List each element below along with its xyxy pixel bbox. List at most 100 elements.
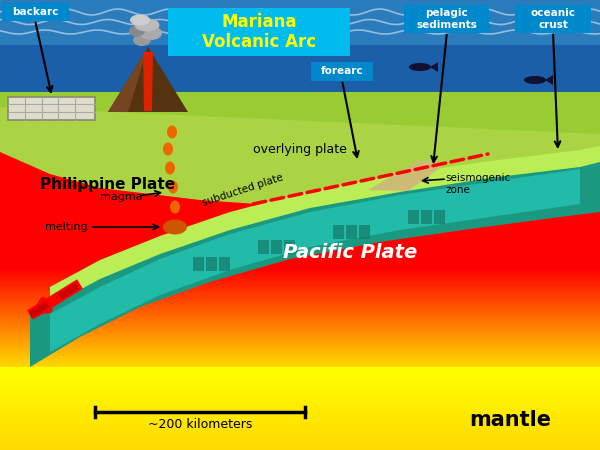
- Bar: [0, 275, 600, 276]
- Bar: [0, 156, 600, 157]
- Bar: [0, 328, 600, 329]
- Bar: [0, 422, 600, 423]
- Polygon shape: [50, 169, 580, 352]
- Text: mantle: mantle: [469, 410, 551, 430]
- Bar: [421, 210, 432, 224]
- Ellipse shape: [133, 34, 151, 46]
- Bar: [0, 247, 600, 248]
- Bar: [0, 340, 600, 341]
- Bar: [0, 230, 600, 231]
- Bar: [0, 261, 600, 262]
- Bar: [271, 240, 282, 254]
- Bar: [0, 138, 600, 139]
- Bar: [0, 222, 600, 223]
- Bar: [0, 159, 600, 160]
- Bar: [0, 201, 600, 202]
- Bar: [0, 372, 600, 373]
- Bar: [0, 169, 600, 170]
- Bar: [0, 309, 600, 310]
- Bar: [0, 225, 600, 226]
- Bar: [0, 285, 600, 286]
- Bar: [0, 378, 600, 379]
- Bar: [0, 388, 600, 389]
- Polygon shape: [0, 0, 600, 92]
- Bar: [0, 236, 600, 237]
- Bar: [0, 446, 600, 447]
- Bar: [0, 140, 600, 141]
- Text: Pacific Plate: Pacific Plate: [283, 243, 417, 261]
- Bar: [0, 183, 600, 184]
- Bar: [0, 336, 600, 337]
- Polygon shape: [368, 161, 448, 191]
- Bar: [0, 295, 600, 296]
- Bar: [0, 352, 600, 353]
- Bar: [0, 426, 600, 427]
- Bar: [0, 411, 600, 412]
- Ellipse shape: [140, 26, 162, 40]
- Ellipse shape: [134, 18, 160, 32]
- Bar: [0, 229, 600, 230]
- Bar: [0, 179, 600, 180]
- Bar: [0, 357, 600, 358]
- Bar: [0, 289, 600, 290]
- Bar: [0, 287, 600, 288]
- Bar: [0, 125, 600, 126]
- Bar: [0, 449, 600, 450]
- Bar: [0, 196, 600, 197]
- Bar: [0, 178, 600, 179]
- Bar: [0, 369, 600, 370]
- Bar: [0, 431, 600, 432]
- Bar: [0, 443, 600, 444]
- Bar: [0, 134, 600, 135]
- Polygon shape: [0, 107, 600, 208]
- Bar: [0, 281, 600, 282]
- Bar: [0, 312, 600, 313]
- Polygon shape: [8, 97, 95, 120]
- Bar: [0, 155, 600, 156]
- Bar: [0, 435, 600, 436]
- Bar: [0, 414, 600, 415]
- Bar: [0, 313, 600, 314]
- Bar: [0, 441, 600, 442]
- Bar: [0, 217, 600, 218]
- Bar: [0, 246, 600, 247]
- Bar: [0, 166, 600, 167]
- Bar: [0, 198, 600, 199]
- Bar: [0, 371, 600, 372]
- Bar: [0, 440, 600, 441]
- Bar: [0, 445, 600, 446]
- Bar: [0, 317, 600, 318]
- Text: subducted plate: subducted plate: [201, 172, 285, 208]
- Bar: [0, 267, 600, 268]
- Bar: [0, 368, 600, 369]
- Bar: [0, 420, 600, 421]
- FancyBboxPatch shape: [168, 8, 350, 56]
- Bar: [359, 225, 370, 239]
- Bar: [0, 300, 600, 301]
- Bar: [0, 304, 600, 305]
- Bar: [0, 129, 600, 130]
- Bar: [0, 286, 600, 287]
- Bar: [0, 423, 600, 424]
- Bar: [0, 199, 600, 200]
- Bar: [0, 389, 600, 390]
- Bar: [0, 344, 600, 345]
- Bar: [0, 418, 600, 419]
- Bar: [284, 240, 295, 254]
- Bar: [0, 216, 600, 217]
- Bar: [0, 380, 600, 381]
- Text: seismogenic
zone: seismogenic zone: [445, 173, 510, 195]
- Bar: [0, 370, 600, 371]
- Bar: [0, 400, 600, 401]
- Bar: [0, 424, 600, 425]
- Bar: [0, 394, 600, 395]
- Bar: [0, 307, 600, 308]
- Bar: [0, 404, 600, 405]
- Bar: [0, 223, 600, 224]
- Bar: [0, 319, 600, 320]
- Polygon shape: [168, 187, 178, 193]
- Bar: [0, 410, 600, 411]
- Bar: [0, 264, 600, 265]
- Bar: [0, 350, 600, 351]
- Bar: [0, 244, 600, 245]
